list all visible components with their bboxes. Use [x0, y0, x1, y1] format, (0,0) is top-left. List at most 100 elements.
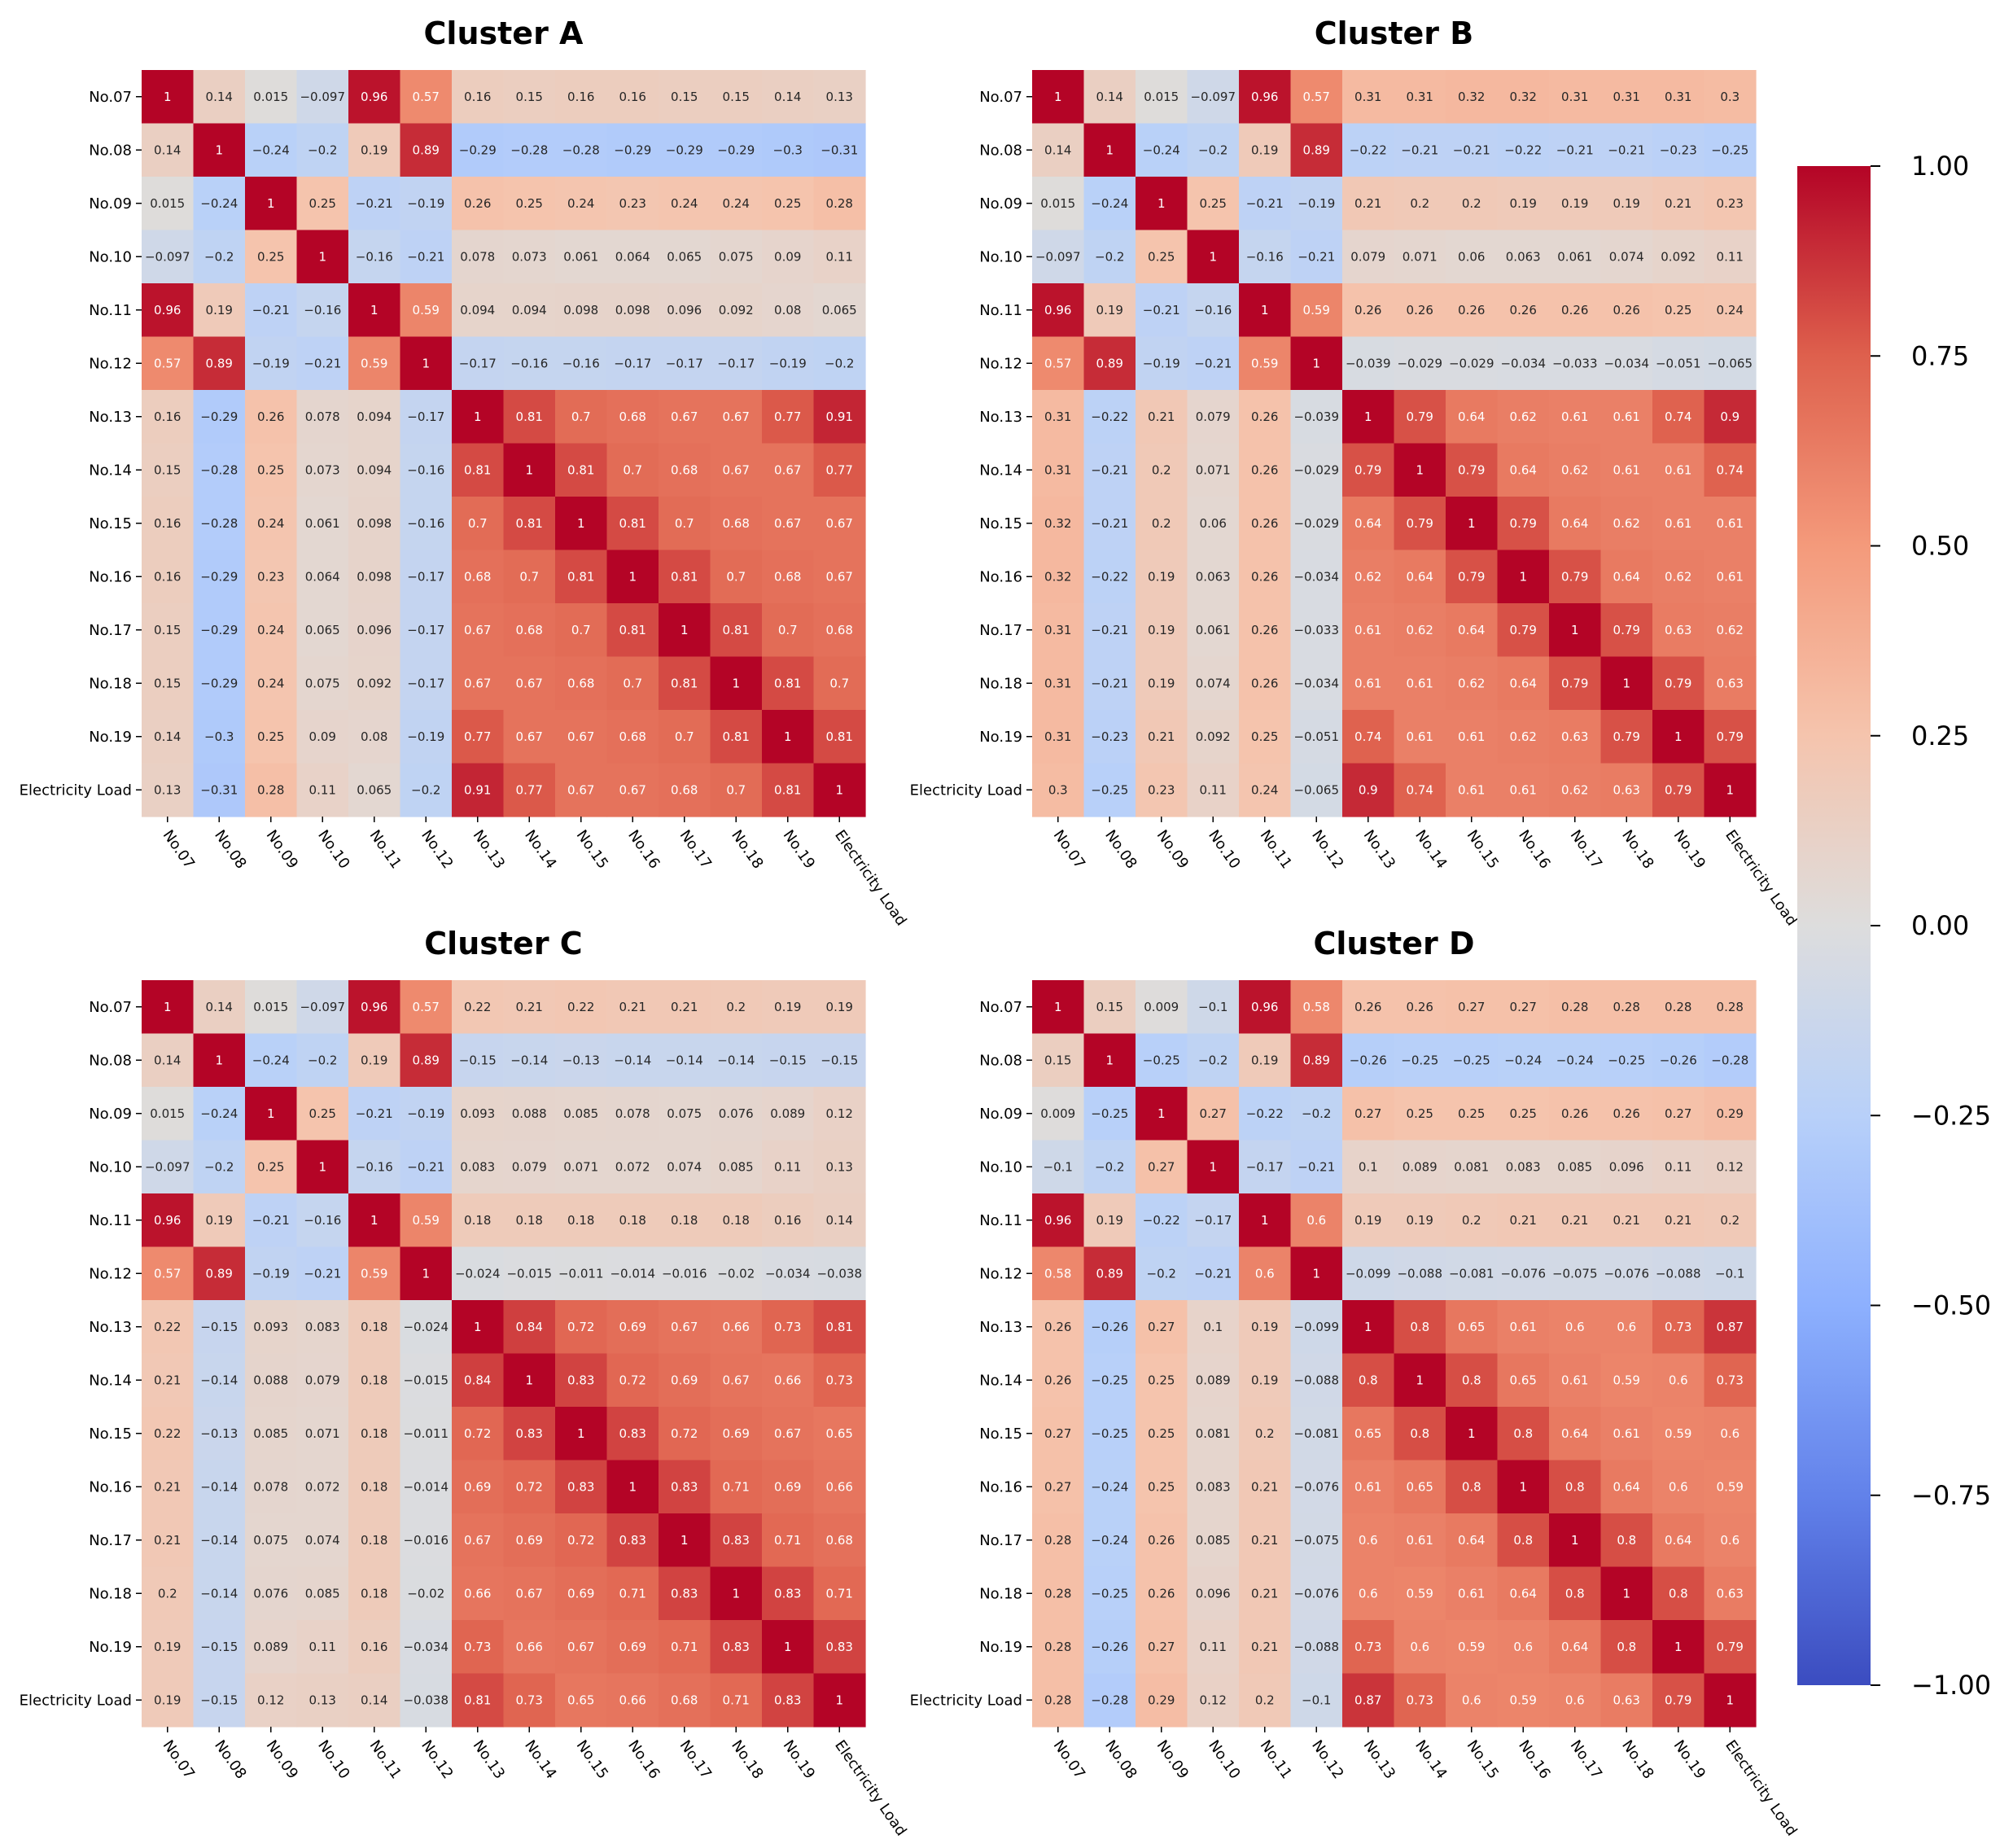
- heatmap-cell: [1342, 230, 1395, 284]
- heatmap-cell: [813, 710, 866, 764]
- heatmap-cell: [1290, 70, 1343, 125]
- heatmap-cell: [400, 656, 453, 711]
- cell-value-label: −0.02: [407, 1586, 444, 1601]
- heatmap-cell: [710, 1353, 763, 1408]
- cell-value-label: 0.96: [1044, 1213, 1071, 1228]
- heatmap-cell: [813, 123, 866, 177]
- cell-value-label: −0.29: [614, 142, 651, 157]
- cell-value-label: −0.029: [1449, 356, 1494, 370]
- heatmap-cell: [813, 1246, 866, 1301]
- heatmap-cell: [762, 230, 815, 284]
- cell-value-label: 0.19: [826, 1000, 853, 1014]
- cell-value-label: 0.079: [512, 1159, 547, 1174]
- cell-value-label: 0.16: [619, 90, 646, 104]
- cell-value-label: −0.034: [403, 1640, 449, 1654]
- heatmap-cell: [813, 390, 866, 444]
- heatmap-cell: [1446, 710, 1499, 764]
- x-tick-label: No.13: [1360, 1737, 1398, 1782]
- cell-value-label: −0.16: [407, 462, 444, 477]
- cell-value-label: 0.71: [774, 1533, 801, 1548]
- cell-value-label: 0.25: [1148, 1373, 1175, 1387]
- cell-value-label: −0.21: [1091, 462, 1128, 477]
- cell-value-label: 1: [422, 1266, 430, 1281]
- cell-value-label: 0.073: [305, 462, 340, 477]
- cell-value-label: 0.81: [619, 516, 646, 531]
- cell-value-label: 0.21: [1251, 1640, 1278, 1654]
- cell-value-label: 0.31: [1044, 409, 1071, 424]
- cell-value-label: −0.17: [1194, 1213, 1232, 1228]
- cell-value-label: 0.24: [1251, 782, 1278, 797]
- heatmap-cell: [296, 177, 349, 231]
- cell-value-label: 0.065: [357, 782, 392, 797]
- cell-value-label: −0.14: [200, 1479, 238, 1494]
- heatmap-cell: [659, 283, 711, 338]
- heatmap-cell: [1446, 1140, 1499, 1194]
- cell-value-label: 0.67: [723, 409, 750, 424]
- cell-value-label: 0.61: [1665, 462, 1691, 477]
- cell-value-label: 0.66: [619, 1693, 646, 1707]
- cell-value-label: 1: [1157, 1106, 1166, 1121]
- cell-value-label: 0.21: [1510, 1213, 1537, 1228]
- heatmap-cell: [1549, 1566, 1602, 1621]
- heatmap-cell: [1136, 1620, 1188, 1675]
- cell-value-label: 0.3: [1048, 782, 1068, 797]
- cell-value-label: 0.098: [357, 569, 392, 584]
- cell-value-label: −0.099: [1346, 1266, 1391, 1281]
- heatmap-cell: [555, 1673, 608, 1728]
- cell-value-label: 0.8: [1617, 1533, 1636, 1548]
- heatmap-cell: [1704, 1353, 1757, 1408]
- heatmap-cell: [762, 497, 815, 551]
- heatmap-cell: [1290, 1566, 1343, 1621]
- y-tick-label: No.08: [979, 142, 1022, 159]
- cell-value-label: 0.89: [1303, 142, 1330, 157]
- cell-value-label: −0.097: [1190, 90, 1236, 104]
- heatmap-cell: [348, 1033, 401, 1088]
- heatmap-cell: [245, 230, 298, 284]
- cell-value-label: 1: [1209, 249, 1217, 264]
- cell-value-label: −0.16: [304, 303, 341, 317]
- x-tick-label: Electricity Load: [831, 827, 910, 929]
- heatmap-cell: [1704, 1620, 1757, 1675]
- heatmap-cell: [1239, 1353, 1292, 1408]
- cell-value-label: −0.081: [1293, 1426, 1339, 1441]
- cell-value-label: 0.28: [1044, 1693, 1071, 1707]
- cell-value-label: 0.77: [516, 782, 543, 797]
- heatmap-cell: [1704, 1566, 1757, 1621]
- cell-value-label: 0.074: [667, 1159, 702, 1174]
- cell-value-label: 0.9: [1359, 782, 1378, 797]
- cell-value-label: −0.19: [407, 196, 444, 211]
- heatmap-cell: [710, 1087, 763, 1141]
- heatmap-cell: [1187, 1193, 1240, 1248]
- y-tick-label: No.13: [89, 409, 132, 426]
- heatmap-cell: [659, 763, 711, 817]
- heatmap-cell: [193, 1620, 246, 1675]
- heatmap-cell: [193, 550, 246, 604]
- heatmap-cell: [193, 710, 246, 764]
- cell-value-label: 0.89: [206, 1266, 233, 1281]
- heatmap-cell: [296, 1513, 349, 1568]
- cell-value-label: 0.72: [516, 1479, 543, 1494]
- heatmap-cell: [1704, 230, 1757, 284]
- cell-value-label: 0.71: [671, 1640, 698, 1654]
- heatmap-cell: [296, 1620, 349, 1675]
- cell-value-label: 0.32: [1044, 569, 1071, 584]
- cell-value-label: −0.014: [610, 1266, 655, 1281]
- cell-value-label: 0.092: [719, 303, 754, 317]
- heatmap-cell: [1342, 603, 1395, 658]
- heatmap-cell: [503, 70, 556, 125]
- cell-value-label: 0.16: [154, 516, 181, 531]
- heatmap-cell: [606, 336, 659, 391]
- heatmap-cell: [1652, 390, 1705, 444]
- heatmap-cell: [1600, 443, 1653, 497]
- cell-value-label: 0.6: [1669, 1479, 1688, 1494]
- cell-value-label: −0.29: [666, 142, 703, 157]
- cell-value-label: −0.25: [1091, 782, 1128, 797]
- cell-value-label: 0.21: [1561, 1213, 1588, 1228]
- cell-value-label: 0.18: [361, 1320, 387, 1334]
- cell-value-label: 0.11: [1200, 1640, 1227, 1654]
- heatmap-cell: [1239, 710, 1292, 764]
- heatmap-cell: [1290, 1620, 1343, 1675]
- x-tick-label: No.09: [263, 1737, 301, 1782]
- heatmap-cell: [1549, 390, 1602, 444]
- cell-value-label: 0.8: [1513, 1533, 1533, 1548]
